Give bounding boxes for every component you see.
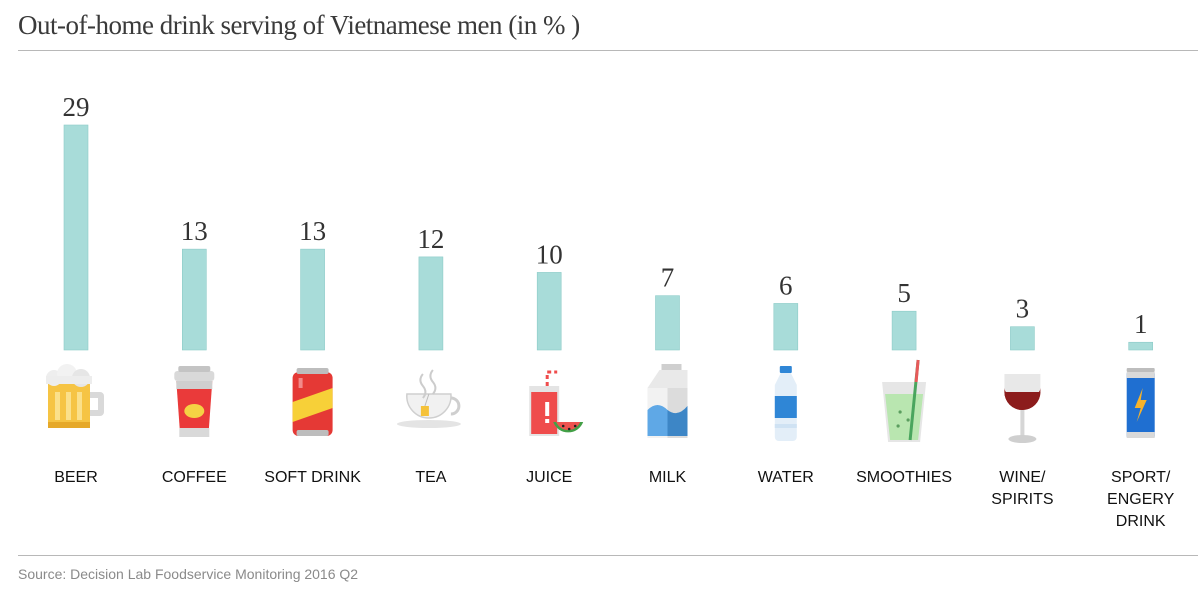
category-label-coffee: COFFEE [162,469,227,486]
chart-title: Out-of-home drink serving of Vietnamese … [18,10,580,40]
bar-juice [536,272,562,351]
category-label-beer: BEER [54,469,98,486]
source-note: Source: Decision Lab Foodservice Monitor… [18,566,359,582]
data-label-water: 6 [779,270,793,300]
soda-can-icon [292,368,333,436]
smoothie-glass-icon [880,358,928,444]
data-label-wine: 3 [1016,294,1030,324]
category-label-soft-drink: SOFT DRINK [264,469,361,486]
data-label-soft-drink: 13 [299,216,326,246]
beer-icon [46,364,104,428]
wine-glass-icon [1004,374,1041,443]
data-label-milk: 7 [661,263,675,293]
category-label-milk: MILK [649,469,687,486]
title-divider [18,50,1198,51]
category-label-juice: JUICE [526,469,572,486]
category-label-sport: SPORT/ [1111,469,1171,486]
category-label-sport: DRINK [1116,513,1166,530]
category-label-wine: SPIRITS [991,491,1053,508]
bar-smoothies [891,310,917,351]
coffee-cup-icon [174,366,215,437]
bar-beer [63,124,89,351]
category-label-wine: WINE/ [999,469,1046,486]
juice-glass-icon [527,370,585,438]
category-label-tea: TEA [415,469,446,486]
bar-wine [1010,326,1035,351]
energy-drink-can-icon [1126,368,1155,438]
bar-soft-drink [300,248,325,351]
bar-water [773,303,799,351]
data-label-smoothies: 5 [897,278,911,308]
category-label-sport: ENGERY [1107,491,1175,508]
category-label-smoothies: SMOOTHIES [856,469,952,486]
water-bottle-icon [774,366,797,441]
bar-tea [418,256,444,351]
data-label-coffee: 13 [181,216,208,246]
data-label-tea: 12 [417,224,444,254]
bar-coffee [182,248,207,351]
data-label-beer: 29 [63,92,90,122]
bar-sport [1128,341,1153,351]
tea-cup-icon [395,368,463,430]
category-label-water: WATER [758,469,814,486]
data-label-sport: 1 [1134,309,1148,339]
footer-divider [18,555,1198,556]
bar-milk [655,295,680,351]
milk-carton-icon [647,364,688,438]
data-label-juice: 10 [536,239,563,269]
